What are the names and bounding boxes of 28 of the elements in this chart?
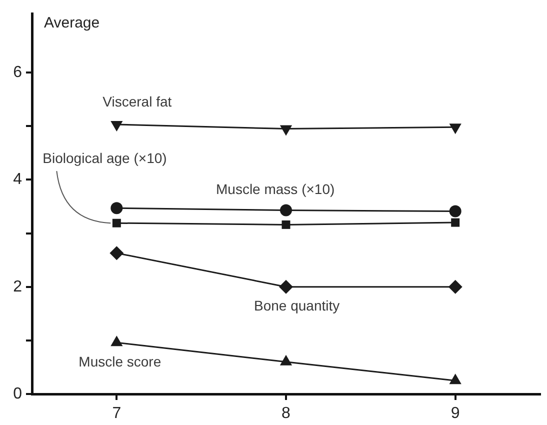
point — [448, 280, 462, 294]
text: Biological age (×10) — [42, 150, 167, 166]
point — [112, 218, 121, 228]
point — [449, 374, 462, 384]
y-axis-title: Average — [44, 14, 100, 32]
point — [280, 204, 292, 216]
x-tick-label: 8 — [282, 405, 291, 422]
y-tick-label: 6 — [13, 64, 22, 81]
x-tick-label: 7 — [112, 405, 122, 422]
point — [449, 124, 462, 134]
point — [110, 336, 123, 346]
point — [280, 354, 292, 366]
point — [110, 121, 123, 132]
series-label: Visceral fat — [102, 93, 172, 110]
point — [110, 246, 124, 260]
series-label: Muscle score — [78, 353, 162, 370]
y-tick-label: 4 — [13, 171, 22, 188]
point — [110, 202, 123, 214]
series-label: Bone quantity — [254, 298, 340, 314]
y-tick-label: 0 — [13, 385, 22, 402]
y-tick-label: 2 — [13, 278, 22, 296]
point — [451, 218, 460, 227]
point — [280, 125, 292, 136]
point — [282, 220, 290, 229]
x-tick-label: 9 — [450, 405, 460, 422]
series-label: Muscle mass (×10) — [216, 181, 335, 198]
point — [279, 280, 293, 294]
point — [449, 205, 462, 218]
